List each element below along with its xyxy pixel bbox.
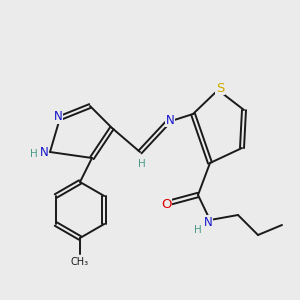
Text: N: N xyxy=(40,146,48,158)
Text: N: N xyxy=(166,113,174,127)
Text: N: N xyxy=(54,110,62,124)
Text: H: H xyxy=(30,149,38,159)
Text: N: N xyxy=(204,215,212,229)
Text: H: H xyxy=(138,159,146,169)
Text: S: S xyxy=(216,82,224,94)
Text: H: H xyxy=(194,225,202,235)
Text: O: O xyxy=(161,197,171,211)
Text: CH₃: CH₃ xyxy=(71,257,89,267)
